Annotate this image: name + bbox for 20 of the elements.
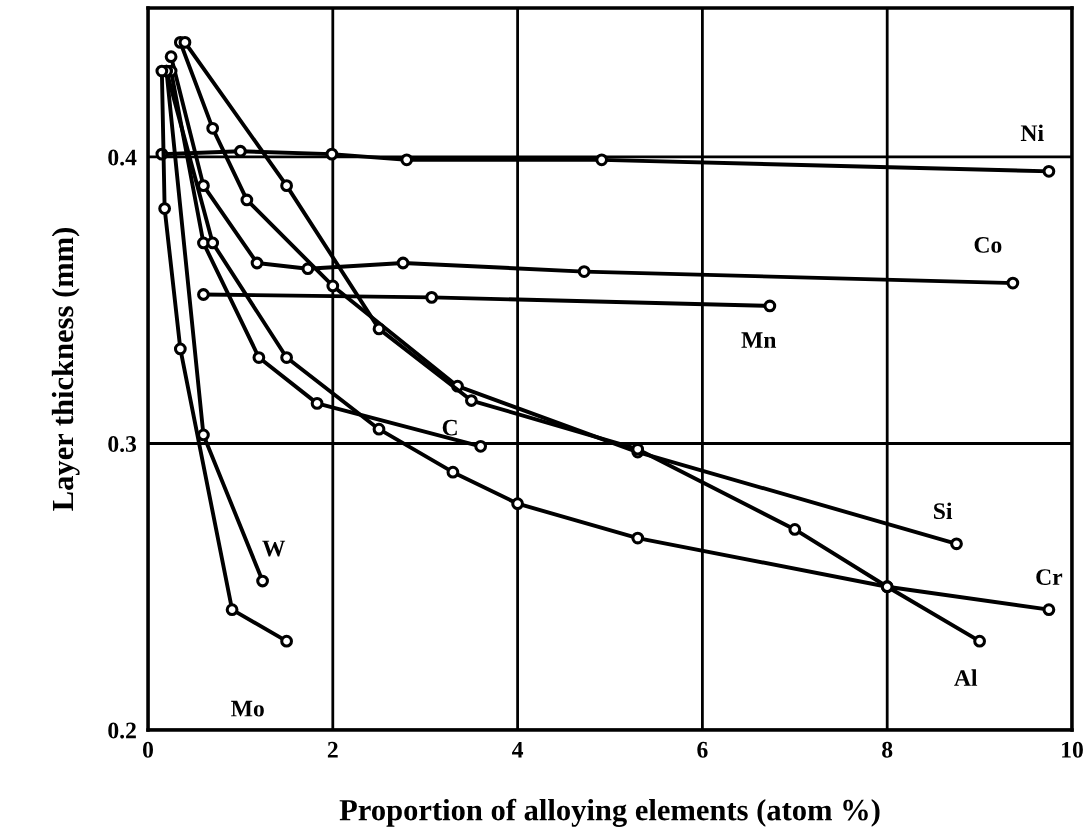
series-label: Co	[974, 236, 1002, 253]
x-tick-label: 10	[1062, 741, 1083, 758]
y-tick-label: 0.4	[108, 149, 137, 166]
x-axis-title: Proportion of alloying elements (atom %)	[339, 798, 880, 827]
series-label: Ni	[1020, 124, 1044, 141]
series-label: Cr	[1036, 569, 1063, 586]
x-tick-label: 2	[327, 741, 338, 758]
series-label: Si	[934, 502, 953, 520]
y-axis-title: Layer thickness (mm)	[51, 228, 80, 511]
series-label: Mn	[741, 332, 777, 348]
x-tick-label: 6	[697, 741, 708, 758]
text: Mo	[231, 700, 264, 717]
series-label: C	[442, 419, 457, 436]
y-tick-label: 0.2	[108, 722, 136, 739]
y-tick-label: 0.3	[108, 435, 137, 453]
x-tick-label: 8	[882, 741, 893, 758]
x-tick-label: 4	[512, 741, 524, 758]
series-label: W	[262, 540, 286, 557]
x-tick-label: 0	[143, 741, 153, 758]
series-label: Al	[954, 669, 978, 686]
